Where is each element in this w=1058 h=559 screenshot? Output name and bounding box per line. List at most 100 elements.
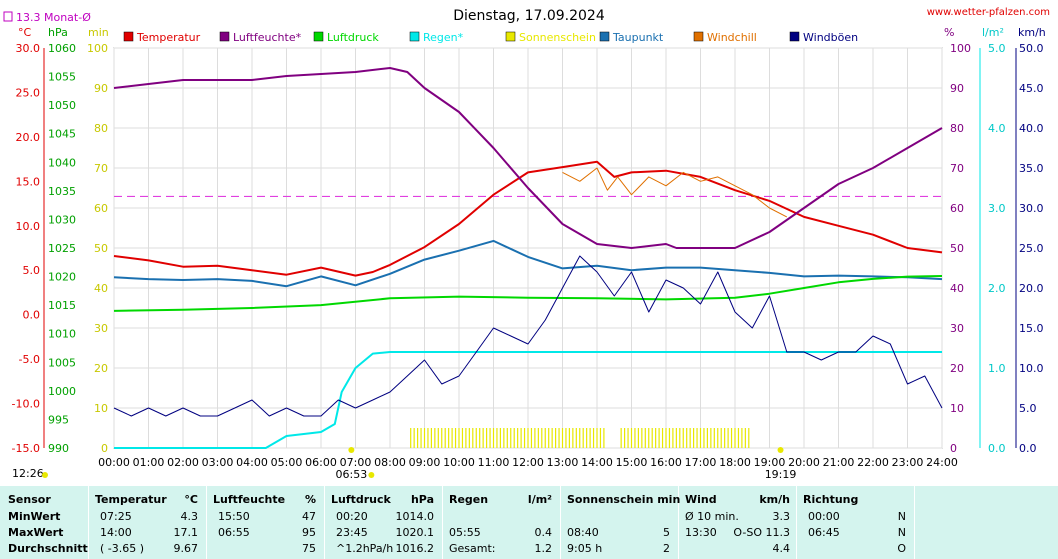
x-axis-tick: 19:00	[754, 456, 786, 469]
x-axis-tick: 08:00	[374, 456, 406, 469]
legend-item: Luftfeuchte*	[219, 31, 302, 44]
legend-item: Temperatur	[123, 31, 201, 44]
legend-swatch	[599, 31, 610, 42]
rain-time: Gesamt:	[449, 542, 496, 555]
pressure-time: ^1.2hPa/h	[336, 542, 394, 555]
series-line-taupunkt	[113, 239, 943, 288]
sunshine-axis-tick: 80	[94, 122, 108, 135]
wind-unit-label: km/h	[1018, 26, 1046, 39]
sunset-label: 19:19	[765, 468, 797, 481]
humidity-axis-tick: 70	[950, 162, 964, 175]
weather-chart: 30.0 25.0 20.0 15.0 10.0 5.0 0.0 -5.0 -10.0 -15.0…	[3, 7, 1050, 481]
pressure-axis-tick: 990	[48, 442, 69, 455]
humidity-value: 75	[302, 542, 316, 555]
rain-axis-tick: 4.0	[988, 122, 1006, 135]
sunset-marker	[777, 447, 784, 453]
richtung-time: 00:00	[808, 510, 840, 523]
legend-swatch	[789, 31, 800, 42]
wind-value: 3.3	[772, 510, 791, 523]
x-axis-tick: 02:00	[167, 456, 199, 469]
temp-axis-tick: 5.0	[23, 264, 41, 277]
series-line-windchill	[562, 167, 788, 218]
wind-axis-tick: 35.0	[1019, 162, 1044, 175]
sunrise-label: 06:53	[336, 468, 368, 481]
pressure-axis-tick: 1010	[48, 328, 76, 341]
header-wind-unit: km/h	[759, 493, 790, 506]
legend-swatch	[409, 31, 420, 42]
wind-time: Ø 10 min.	[685, 510, 739, 523]
legend-label: Luftfeuchte*	[233, 31, 302, 44]
legend-swatch	[505, 31, 516, 42]
row-label: Durchschnitt	[8, 542, 88, 555]
website-label: www.wetter-pfalzen.com	[927, 7, 1050, 18]
temp-time: 14:00	[100, 526, 132, 539]
rain-axis-tick: 2.0	[988, 282, 1006, 295]
humidity-axis-tick: 0	[950, 442, 957, 455]
temp-axis-tick: -10.0	[12, 398, 40, 411]
header-temperatur-unit: °C	[184, 493, 198, 506]
legend-label: Sonnenschein	[519, 31, 596, 44]
richtung-time: 06:45	[808, 526, 840, 539]
series-line-temperatur	[113, 160, 943, 277]
sunshine-axis-tick: 60	[94, 202, 108, 215]
pressure-axis-tick: 995	[48, 413, 69, 426]
row-label: MinWert	[8, 510, 61, 523]
update-time-label: 12:26	[12, 467, 44, 480]
row-label: MaxWert	[8, 526, 64, 539]
temp-time: ( -3.65 )	[100, 542, 145, 555]
pressure-axis-tick: 1000	[48, 385, 76, 398]
x-axis-tick: 20:00	[788, 456, 820, 469]
humidity-axis-tick: 10	[950, 402, 964, 415]
sunshine-axis-tick: 30	[94, 322, 108, 335]
wind-axis-tick: 40.0	[1019, 122, 1044, 135]
sun-icon	[368, 472, 375, 478]
legend-label: Temperatur	[136, 31, 201, 44]
rain-value: 0.4	[534, 526, 553, 539]
humidity-axis-tick: 20	[950, 362, 964, 375]
pressure-value: 1020.1	[395, 526, 435, 539]
pressure-axis-tick: 1045	[48, 128, 76, 141]
legend-label: Luftdruck	[327, 31, 379, 44]
humidity-axis-tick: 50	[950, 242, 964, 255]
temp-axis-tick: 10.0	[16, 220, 41, 233]
rain-axis-tick: 5.0	[988, 42, 1006, 55]
sunshine-time: 08:40	[567, 526, 599, 539]
x-axis-tick: 18:00	[719, 456, 751, 469]
sunshine-value: 5	[663, 526, 670, 539]
humidity-value: 95	[302, 526, 316, 539]
wind-axis-tick: 20.0	[1019, 282, 1044, 295]
sun-icon	[42, 472, 48, 478]
sunshine-value: 2	[663, 542, 670, 555]
x-axis-tick: 07:00	[340, 456, 372, 469]
x-axis-tick: 16:00	[650, 456, 682, 469]
wind-value: 4.4	[772, 542, 791, 555]
header-luftfeuchte: Luftfeuchte	[213, 493, 286, 506]
richtung-value: O	[897, 542, 906, 555]
rain-value: 1.2	[534, 542, 553, 555]
monat-avg-label: 13.3 Monat-Ø	[16, 11, 91, 24]
legend-swatch	[313, 31, 324, 42]
sunshine-axis-tick: 20	[94, 362, 108, 375]
pressure-axis-tick: 1005	[48, 356, 76, 369]
richtung-value: N	[897, 526, 906, 539]
header-sonnenschein: Sonnenschein min	[567, 493, 681, 506]
series-line-luftdruck	[113, 275, 943, 312]
humidity-axis-tick: 80	[950, 122, 964, 135]
legend-item: Regen*	[409, 31, 464, 44]
temp-value: 17.1	[173, 526, 199, 539]
x-axis-tick: 06:00	[305, 456, 337, 469]
humidity-axis-tick: 90	[950, 82, 964, 95]
pressure-axis-tick: 1055	[48, 71, 76, 84]
temp-axis-tick: 15.0	[16, 175, 41, 188]
wind-axis-tick: 15.0	[1019, 322, 1044, 335]
wind-axis-tick: 5.0	[1019, 402, 1037, 415]
minutes-unit-label: min	[88, 26, 109, 39]
wind-direction: O-SO	[733, 526, 762, 539]
chart-title: Dienstag, 17.09.2024	[453, 8, 605, 24]
header-luftdruck: Luftdruck	[331, 493, 391, 506]
temp-axis-tick: 20.0	[16, 131, 41, 144]
humidity-value: 47	[302, 510, 316, 523]
x-axis-tick: 13:00	[547, 456, 579, 469]
percent-unit-label: %	[944, 26, 954, 39]
sunshine-time: 9:05 h	[567, 542, 603, 555]
